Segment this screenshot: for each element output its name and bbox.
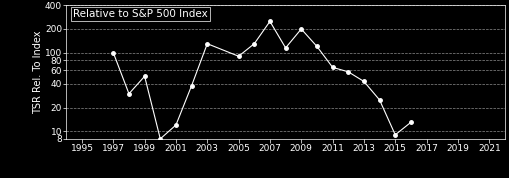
Y-axis label: TSR Rel. To Index: TSR Rel. To Index: [34, 30, 43, 114]
Text: Relative to S&P 500 Index: Relative to S&P 500 Index: [73, 9, 207, 19]
